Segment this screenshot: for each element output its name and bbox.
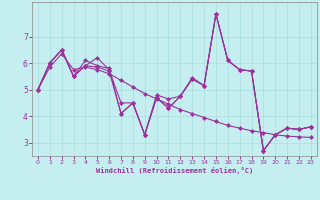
X-axis label: Windchill (Refroidissement éolien,°C): Windchill (Refroidissement éolien,°C) (96, 167, 253, 174)
